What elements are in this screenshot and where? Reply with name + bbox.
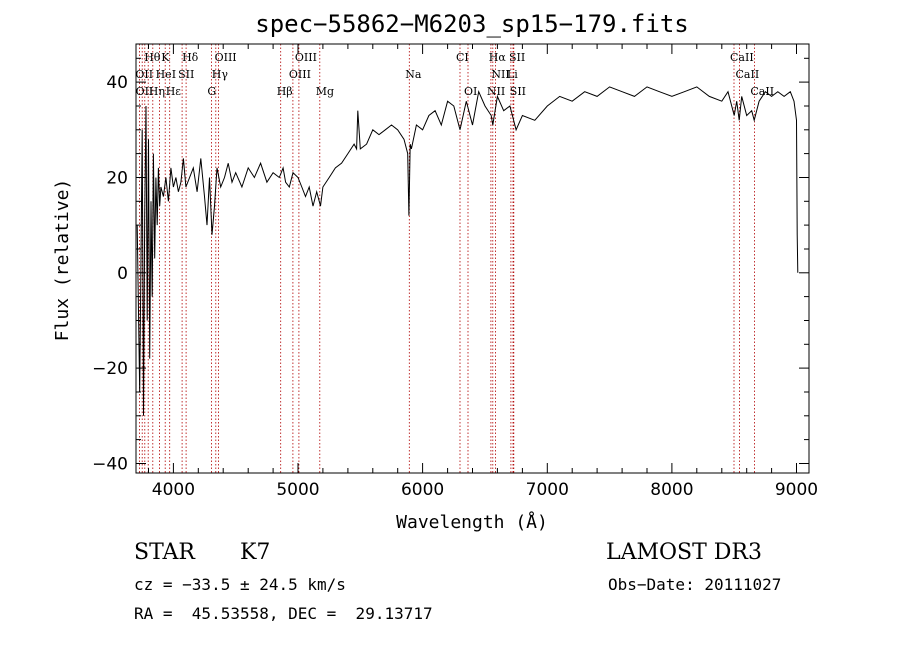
line-label-18: OII	[136, 85, 154, 98]
line-label-7: SII	[509, 51, 525, 64]
y-tick-label-0: −40	[92, 455, 128, 475]
y-tick-label-3: 20	[106, 169, 128, 189]
line-label-4: OIII	[295, 51, 317, 64]
y-tick-label-2: 0	[117, 264, 128, 284]
line-label-27: CaII	[750, 85, 774, 98]
line-label-20: Hη	[149, 85, 165, 98]
chart-title: spec−55862−M6203_sp15−179.fits	[255, 10, 688, 38]
y-tick-label-4: 40	[106, 73, 128, 93]
line-label-23: Mg	[316, 85, 334, 98]
line-label-3: OIII	[215, 51, 237, 64]
line-label-6: Hα	[489, 51, 507, 64]
line-label-12: Hγ	[212, 68, 229, 81]
line-label-10: HeI	[156, 68, 176, 81]
plot-frame	[135, 43, 810, 474]
line-label-22: Hβ	[277, 85, 293, 98]
x-tick-label-5: 9000	[775, 480, 818, 500]
line-label-15: NII	[491, 68, 509, 81]
line-label-14: Na	[405, 68, 422, 81]
line-label-21: G	[207, 85, 216, 98]
line-label-17: CaII	[736, 68, 760, 81]
line-label-25: NII	[487, 85, 505, 98]
line-label-0: Hθ	[144, 51, 161, 64]
x-tick-label-0: 4000	[152, 480, 195, 500]
radec-text: RA = 45.53558, DEC = 29.13717	[134, 604, 433, 623]
y-tick-label-1: −20	[92, 359, 128, 379]
line-label-19: Hε	[166, 85, 182, 98]
survey-name: LAMOST DR3	[606, 540, 762, 565]
line-label-26: SII	[510, 85, 526, 98]
line-label-1: K	[161, 51, 170, 64]
line-label-24: OI	[464, 85, 477, 98]
line-label-2: Hδ	[182, 51, 199, 64]
obs-date-text: Obs−Date: 20111027	[608, 575, 782, 594]
x-tick-label-2: 6000	[401, 480, 444, 500]
line-label-5: CI	[456, 51, 469, 64]
object-subclass: K7	[240, 540, 271, 565]
flux-series-line	[136, 86, 799, 416]
x-axis-label: Wavelength (Å)	[396, 511, 548, 533]
axis-ticks: 4000 5000 6000 7000 8000 9000 −40 −20 0 20 40	[92, 44, 818, 500]
y-axis-label: Flux (relative)	[52, 179, 73, 342]
redshift-text: cz = −33.5 ± 24.5 km/s	[134, 575, 346, 594]
line-label-8: CaII	[730, 51, 754, 64]
x-tick-label-4: 8000	[650, 480, 693, 500]
line-label-11: SII	[178, 68, 194, 81]
line-label-16: Li	[507, 68, 518, 81]
marker-lines	[138, 44, 755, 473]
x-tick-label-1: 5000	[276, 480, 319, 500]
line-label-9: OII	[135, 68, 153, 81]
object-class: STAR	[134, 540, 195, 565]
line-label-13: OIII	[289, 68, 311, 81]
x-tick-label-3: 7000	[526, 480, 569, 500]
